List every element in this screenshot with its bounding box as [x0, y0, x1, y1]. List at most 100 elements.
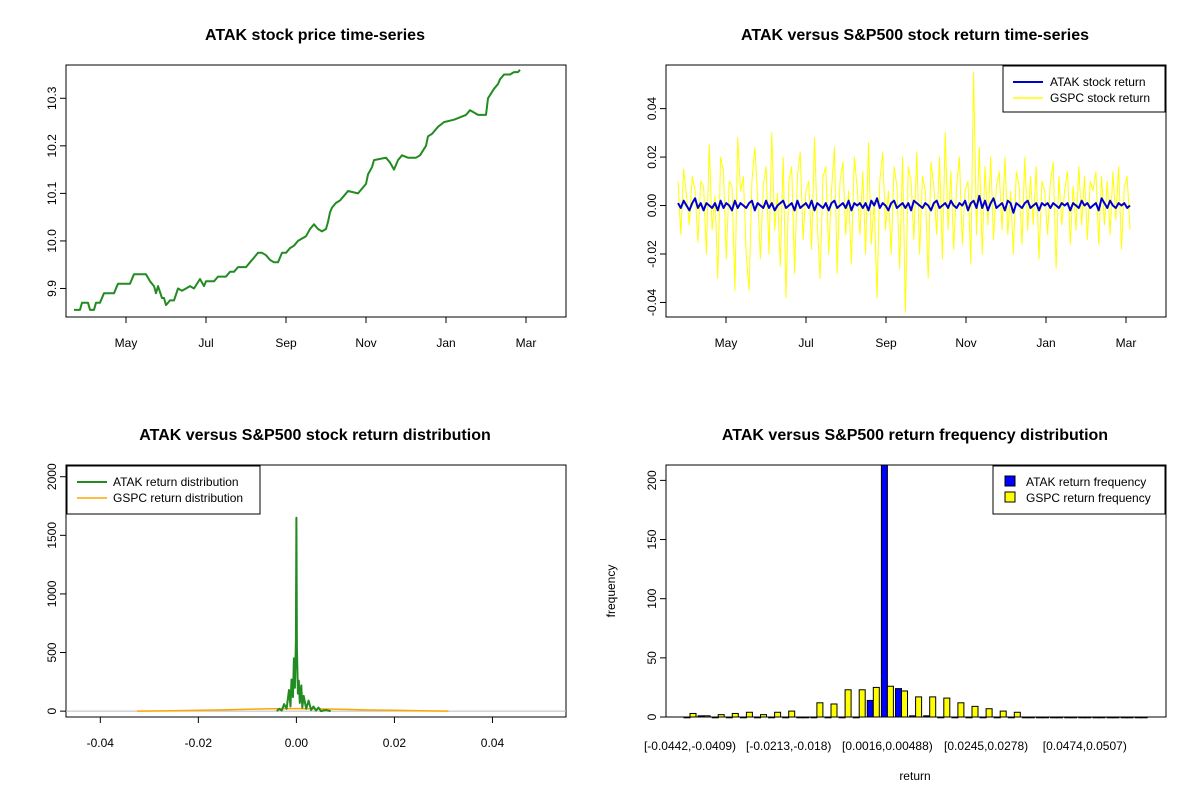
returns-plot-frame: [665, 64, 1167, 318]
atak-frequency-bar: [951, 716, 959, 719]
gspc-frequency-bar: [788, 710, 796, 718]
returns-x-tick-label: Nov: [955, 336, 976, 350]
gspc-frequency-bar: [1070, 716, 1078, 719]
frequency-x-category-label: [0.0245,0.0278): [944, 739, 1028, 753]
frequency-legend-atak-swatch: [1004, 475, 1016, 487]
price-title: ATAK stock price time-series: [205, 27, 425, 44]
atak-frequency-bar: [754, 716, 761, 719]
returns-legend: ATAK stock return GSPC stock return: [1002, 65, 1166, 113]
returns-y-tick-label: -0.04: [645, 288, 659, 316]
density-x-tick-label: 0.04: [481, 736, 505, 750]
frequency-title: ATAK versus S&P500 return frequency dist…: [722, 427, 1108, 444]
gspc-frequency-bar: [929, 696, 937, 718]
atak-frequency-bar: [866, 699, 874, 718]
gspc-frequency-bar: [844, 689, 852, 718]
frequency-panel: ATAK versus S&P500 return frequency dist…: [604, 427, 1167, 783]
atak-frequency-bar: [725, 716, 733, 719]
atak-frequency-bar: [1021, 716, 1029, 719]
density-y-tick-label: 0: [45, 707, 59, 714]
price-y-tick-label: 10.3: [45, 86, 59, 110]
returns-x-tick-label: May: [715, 336, 738, 350]
atak-frequency-bar: [1064, 716, 1072, 719]
atak-frequency-bar: [782, 716, 790, 719]
price-x-tick-label: May: [115, 336, 138, 350]
gspc-frequency-bar: [830, 703, 838, 718]
density-x-tick-label: 0.02: [383, 736, 407, 750]
returns-x-tick-label: Mar: [1116, 336, 1137, 350]
frequency-x-category-label: [0.0474,0.0507): [1043, 739, 1127, 753]
gspc-frequency-bar: [872, 686, 880, 718]
gspc-frequency-bar: [957, 702, 965, 718]
frequency-xlabel: return: [899, 769, 930, 783]
atak-return-line: [677, 194, 1131, 214]
atak-frequency-bar: [923, 715, 931, 718]
gspc-frequency-bar: [886, 685, 894, 718]
atak-frequency-bar: [909, 715, 917, 718]
atak-frequency-bar: [1106, 716, 1114, 719]
gspc-frequency-bar: [985, 708, 993, 718]
atak-frequency-bar: [880, 464, 888, 718]
returns-y-tick-label: 0.02: [645, 145, 659, 169]
atak-frequency-bar: [697, 715, 705, 718]
frequency-legend-gspc-swatch: [1004, 491, 1016, 503]
atak-frequency-bar: [852, 716, 860, 719]
gspc-frequency-bar: [1126, 716, 1134, 719]
frequency-x-category-label: [-0.0442,-0.0409): [644, 739, 736, 753]
price-line: [74, 69, 521, 311]
price-x-tick-label: Mar: [516, 336, 537, 350]
price-plot-frame: [65, 64, 567, 318]
atak-frequency-bar: [895, 688, 902, 718]
frequency-legend-box: [992, 465, 1166, 515]
returns-x-tick-label: Jan: [1036, 336, 1055, 350]
density-legend-atak-label: ATAK return distribution: [113, 475, 239, 489]
price-y-tick-label: 10.2: [45, 134, 59, 158]
gspc-frequency-bar: [1027, 716, 1035, 719]
returns-x-tick-label: Sep: [875, 336, 897, 350]
density-legend-gspc-label: GSPC return distribution: [113, 491, 243, 505]
price-y-tick-label: 10.1: [45, 181, 59, 205]
returns-legend-gspc-label: GSPC stock return: [1050, 91, 1150, 105]
atak-density-line: [276, 516, 331, 713]
frequency-legend-atak-label: ATAK return frequency: [1026, 475, 1146, 489]
atak-frequency-bar: [739, 716, 747, 719]
frequency-y-tick-label: 150: [645, 529, 659, 549]
density-y-tick-label: 500: [45, 642, 59, 662]
density-x-tick-label: -0.04: [87, 736, 115, 750]
atak-frequency-bar: [711, 716, 719, 719]
density-panel: ATAK versus S&P500 stock return distribu…: [45, 427, 567, 750]
atak-frequency-bar: [1007, 716, 1015, 719]
gspc-frequency-bar: [689, 712, 697, 718]
density-plot-frame: [65, 464, 567, 718]
density-title: ATAK versus S&P500 stock return distribu…: [139, 427, 490, 444]
returns-legend-box: [1002, 65, 1166, 113]
gspc-frequency-bar: [760, 714, 767, 718]
atak-frequency-bar: [979, 716, 987, 719]
gspc-frequency-bar: [858, 689, 866, 718]
gspc-frequency-bar: [1084, 716, 1092, 719]
density-x-tick-label: -0.02: [185, 736, 213, 750]
frequency-x-category-label: [-0.0213,-0.018): [746, 739, 831, 753]
gspc-frequency-bar: [915, 696, 923, 718]
density-y-tick-label: 1500: [45, 522, 59, 549]
gspc-frequency-bar: [774, 711, 782, 718]
gspc-frequency-bar: [943, 697, 951, 718]
atak-frequency-bar: [937, 716, 945, 719]
atak-frequency-bar: [1078, 716, 1086, 719]
gspc-frequency-bar: [717, 714, 725, 718]
atak-frequency-bar: [683, 716, 691, 719]
atak-frequency-bar: [1092, 716, 1100, 719]
density-x-tick-label: 0.00: [285, 736, 309, 750]
gspc-return-line: [677, 71, 1131, 313]
density-y-tick-label: 1000: [45, 580, 59, 607]
atak-frequency-bar: [824, 716, 832, 719]
price-x-tick-label: Jan: [436, 336, 455, 350]
atak-frequency-bar: [1134, 716, 1142, 719]
gspc-frequency-bar: [999, 710, 1007, 718]
atak-frequency-bar: [1120, 716, 1128, 719]
gspc-frequency-bar: [1042, 716, 1049, 719]
price-x-tick-label: Nov: [355, 336, 376, 350]
gspc-frequency-bar: [703, 715, 711, 718]
density-y-tick-label: 2000: [45, 463, 59, 490]
gspc-frequency-bar: [1056, 716, 1064, 719]
